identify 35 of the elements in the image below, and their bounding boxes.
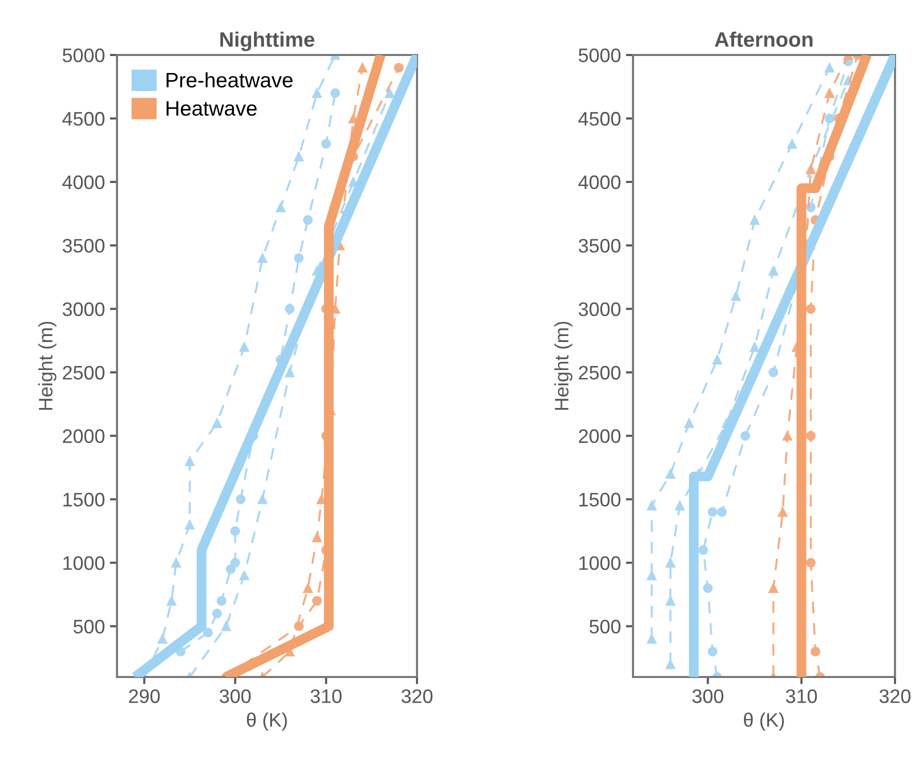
legend-label: Heatwave	[166, 101, 257, 116]
x-tick-label: 300	[220, 689, 251, 704]
y-tick-label: 1000	[579, 556, 620, 570]
x-tick-label: 310	[310, 689, 342, 704]
x-tick-label: 310	[786, 689, 817, 704]
chart-title: Afternoon	[714, 32, 812, 47]
y-axis-title: Height (m)	[554, 322, 572, 410]
y-tick-label: 1000	[63, 556, 104, 570]
y-tick-label: 3500	[578, 238, 620, 253]
y-tick-label: 2500	[62, 366, 104, 380]
y-tick-label: 3000	[578, 302, 620, 316]
y-tick-label: 3500	[62, 238, 104, 253]
y-tick-label: 5000	[62, 48, 104, 62]
x-tick-label: 300	[692, 689, 724, 704]
y-tick-label: 4500	[578, 112, 620, 126]
x-axis-title: θ (K)	[744, 712, 784, 731]
chart-title: Nighttime	[220, 32, 314, 52]
y-tick-label: 2500	[578, 366, 620, 380]
y-tick-label: 500	[74, 620, 104, 634]
y-tick-label: 5000	[578, 48, 620, 62]
y-tick-label: 2000	[62, 429, 104, 444]
legend-label: Pre-heatwave	[166, 72, 293, 88]
x-tick-label: 320	[880, 689, 910, 704]
y-axis-title: Height (m)	[38, 322, 56, 410]
x-tick-label: 290	[129, 689, 160, 704]
y-tick-label: 1500	[579, 492, 620, 507]
y-tick-label: 1500	[63, 492, 104, 507]
x-axis-title: θ (K)	[246, 712, 287, 731]
y-tick-label: 4500	[62, 112, 104, 126]
y-tick-label: 500	[590, 620, 620, 634]
y-tick-label: 4000	[62, 175, 104, 190]
y-tick-label: 4000	[578, 175, 620, 190]
x-tick-label: 320	[402, 689, 432, 704]
y-tick-label: 3000	[62, 302, 104, 316]
y-tick-label: 2000	[578, 429, 620, 444]
